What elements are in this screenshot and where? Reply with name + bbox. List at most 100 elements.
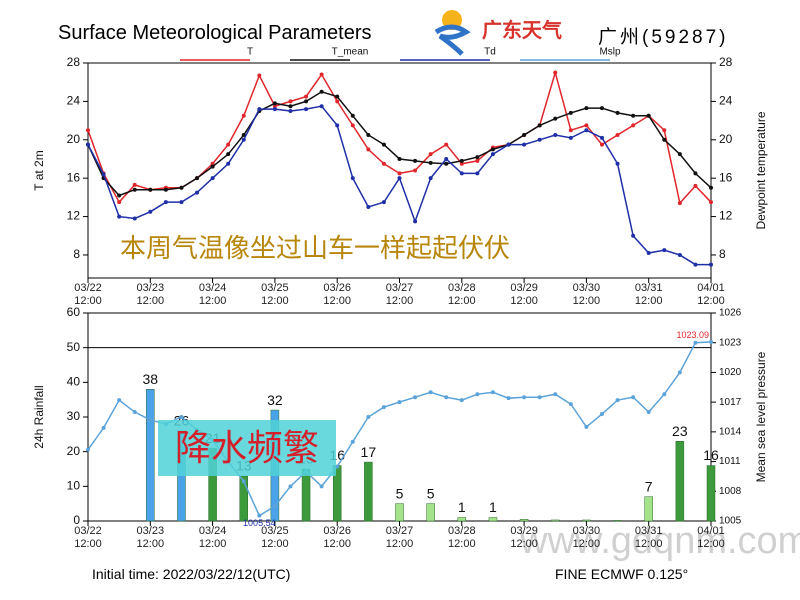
bar-label: 1 — [458, 499, 466, 515]
y2-tick-label: 12 — [719, 209, 733, 223]
series-point — [381, 405, 386, 410]
series-point — [693, 340, 698, 345]
y2-tick-label: 1005 — [719, 516, 742, 527]
x-tick-label: 03/29 12:00 — [510, 282, 538, 307]
max-label: 1023.09 — [676, 330, 709, 340]
series-point — [148, 417, 153, 422]
bar — [457, 517, 467, 522]
series-point — [413, 395, 418, 400]
series-point — [335, 99, 340, 104]
series-point — [693, 171, 698, 176]
y-tick-label: 60 — [67, 305, 81, 319]
bar-label: 16 — [703, 447, 719, 463]
series-point — [366, 132, 371, 137]
series-point — [459, 171, 464, 176]
series-point — [226, 161, 231, 166]
series-point — [677, 370, 682, 375]
series-point — [397, 171, 402, 176]
series-point — [428, 152, 433, 157]
x-tick-label: 03/27 12:00 — [385, 282, 414, 307]
x-tick-label: 03/24 12:00 — [198, 525, 227, 550]
x-tick-label: 03/30 12:00 — [572, 282, 601, 307]
series-point — [459, 398, 464, 403]
legend-label: T — [247, 47, 253, 58]
bar — [395, 503, 404, 522]
series-point — [428, 176, 433, 181]
series-point — [444, 161, 449, 166]
series-point — [444, 156, 449, 161]
series-line — [87, 69, 712, 205]
series-point — [272, 504, 277, 509]
y-tick-label: 12 — [67, 209, 81, 223]
series-point — [490, 390, 495, 395]
y-tick-label: 20 — [67, 444, 81, 458]
y-tick-label: 8 — [73, 247, 80, 261]
series-point — [163, 200, 168, 205]
min-label: 1005.54 — [243, 518, 276, 528]
series-point — [553, 392, 558, 397]
series-point — [241, 132, 246, 137]
series-point — [662, 128, 667, 133]
x-tick-label: 04/01 12:00 — [697, 282, 725, 307]
x-tick-label: 03/28 12:00 — [448, 282, 476, 307]
series-point — [506, 142, 511, 147]
bar — [675, 441, 685, 522]
series-point — [553, 116, 558, 121]
bar — [644, 496, 653, 522]
y2-tick-label: 20 — [719, 132, 733, 146]
series-point — [366, 204, 371, 209]
bar — [301, 468, 311, 522]
x-tick-label: 03/24 12:00 — [198, 282, 227, 307]
series-point — [584, 424, 589, 429]
y-tick-label: 20 — [67, 132, 81, 146]
bar — [582, 519, 591, 522]
series-point — [319, 72, 324, 77]
series-point — [677, 152, 682, 157]
series-point — [148, 209, 153, 214]
series-point — [304, 94, 309, 99]
series-point — [257, 513, 262, 518]
series-point — [631, 395, 636, 400]
series-point — [693, 183, 698, 188]
watermark: www.gdqnm.com — [520, 520, 800, 562]
series-point — [366, 147, 371, 152]
series-point — [475, 155, 480, 160]
series-point — [615, 132, 620, 137]
logo-text: 广东天气 — [482, 20, 562, 42]
series-point — [475, 171, 480, 176]
series-point — [319, 104, 324, 109]
series-point — [350, 176, 355, 181]
series-point — [319, 89, 324, 94]
series-point — [257, 107, 262, 112]
y2-tick-label: 1014 — [719, 426, 742, 437]
x-tick-label: 03/25 12:00 — [261, 282, 289, 307]
series-point — [335, 464, 340, 469]
series-point — [288, 108, 293, 113]
y-tick-label: 24 — [67, 94, 81, 108]
bar — [706, 465, 716, 522]
series-point — [195, 190, 200, 195]
series-point — [459, 158, 464, 163]
x-tick-label: 03/23 12:00 — [136, 282, 165, 307]
series-point — [646, 113, 651, 118]
series-point — [537, 137, 542, 142]
bar — [146, 389, 155, 522]
y-tick-label: 40 — [67, 375, 81, 389]
y-axis-title: 24h Rainfall — [32, 385, 46, 448]
series-point — [537, 395, 542, 400]
series-point — [101, 425, 106, 430]
series-point — [646, 251, 651, 256]
series-point — [335, 123, 340, 128]
series-point — [599, 142, 604, 147]
series-point — [490, 152, 495, 157]
y-tick-label: 30 — [67, 409, 81, 423]
y2-tick-label: 1026 — [719, 308, 742, 319]
series-point — [179, 415, 184, 419]
series-point — [132, 182, 137, 187]
series-point — [101, 172, 106, 177]
x-tick-label: 03/31 12:00 — [634, 525, 663, 550]
x-tick-label: 03/22 12:00 — [74, 282, 102, 307]
series-point — [350, 113, 355, 118]
series-point — [677, 252, 682, 257]
bar — [551, 519, 560, 522]
